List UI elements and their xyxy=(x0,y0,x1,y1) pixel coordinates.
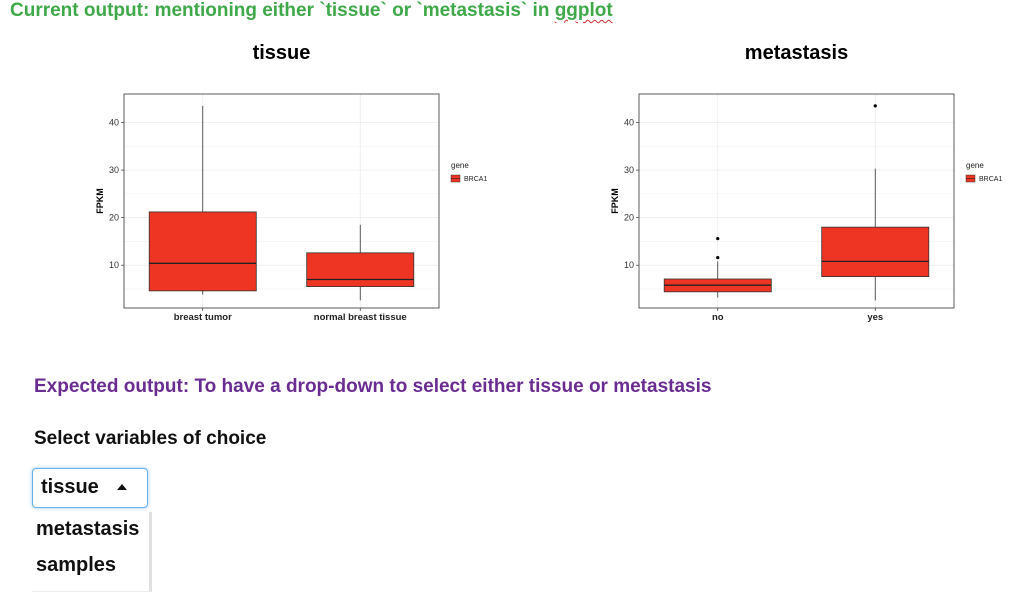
x-tick-label: yes xyxy=(867,312,883,323)
x-tick-label: breast tumor xyxy=(174,312,232,323)
panel-border xyxy=(638,93,955,309)
y-tick-label: 40 xyxy=(624,118,634,128)
tissue-boxplot: tissue 10 20 30 40 breast tumor normal breast … xyxy=(95,42,487,323)
dropdown-option-metastasis[interactable]: metastasis xyxy=(36,518,140,540)
y-tick-label: 40 xyxy=(109,118,119,128)
current-output-heading-text: Current output: mentioning either `tissu… xyxy=(10,0,555,21)
y-tick-label: 10 xyxy=(109,260,119,270)
select-variables-label: Select variables of choice xyxy=(34,428,267,449)
metastasis-boxplot: metastasis 10 20 30 40 no yes FPKM gene BRCA1 xyxy=(610,42,1002,323)
legend-title: gene xyxy=(966,161,984,170)
legend-label: BRCA1 xyxy=(464,176,487,183)
selected-value: tissue xyxy=(41,476,99,498)
box-normal-breast-tissue xyxy=(306,252,415,288)
chart-title: metastasis xyxy=(745,42,848,64)
outlier-point xyxy=(716,255,720,260)
y-tick-label: 30 xyxy=(109,165,119,175)
expected-output-heading: Expected output: To have a drop-down to … xyxy=(34,376,712,397)
legend-label: BRCA1 xyxy=(979,176,1002,183)
y-axis-title: FPKM xyxy=(95,188,105,214)
y-axis-title: FPKM xyxy=(610,188,620,214)
panel-border xyxy=(123,93,440,309)
caret-up-icon[interactable] xyxy=(117,484,127,490)
box-breast-tumor xyxy=(148,211,257,292)
x-tick-label: normal breast tissue xyxy=(314,312,407,323)
y-tick-label: 10 xyxy=(624,260,634,270)
variable-select-dropdown[interactable]: tissue xyxy=(32,468,148,508)
chart-title: tissue xyxy=(253,42,311,64)
y-tick-label: 30 xyxy=(624,165,634,175)
dropdown-menu: metastasis samples xyxy=(32,512,152,592)
outlier-point xyxy=(873,104,877,108)
outlier-point xyxy=(716,236,720,241)
y-tick-label: 20 xyxy=(109,213,119,223)
box-yes xyxy=(821,226,930,278)
current-output-heading: Current output: mentioning either `tissu… xyxy=(10,0,613,22)
y-tick-label: 20 xyxy=(624,213,634,223)
dropdown-option-samples[interactable]: samples xyxy=(36,554,117,576)
legend-title: gene xyxy=(451,161,469,170)
current-output-heading-ggplot: ggplot xyxy=(554,0,613,21)
x-tick-label: no xyxy=(712,312,724,323)
